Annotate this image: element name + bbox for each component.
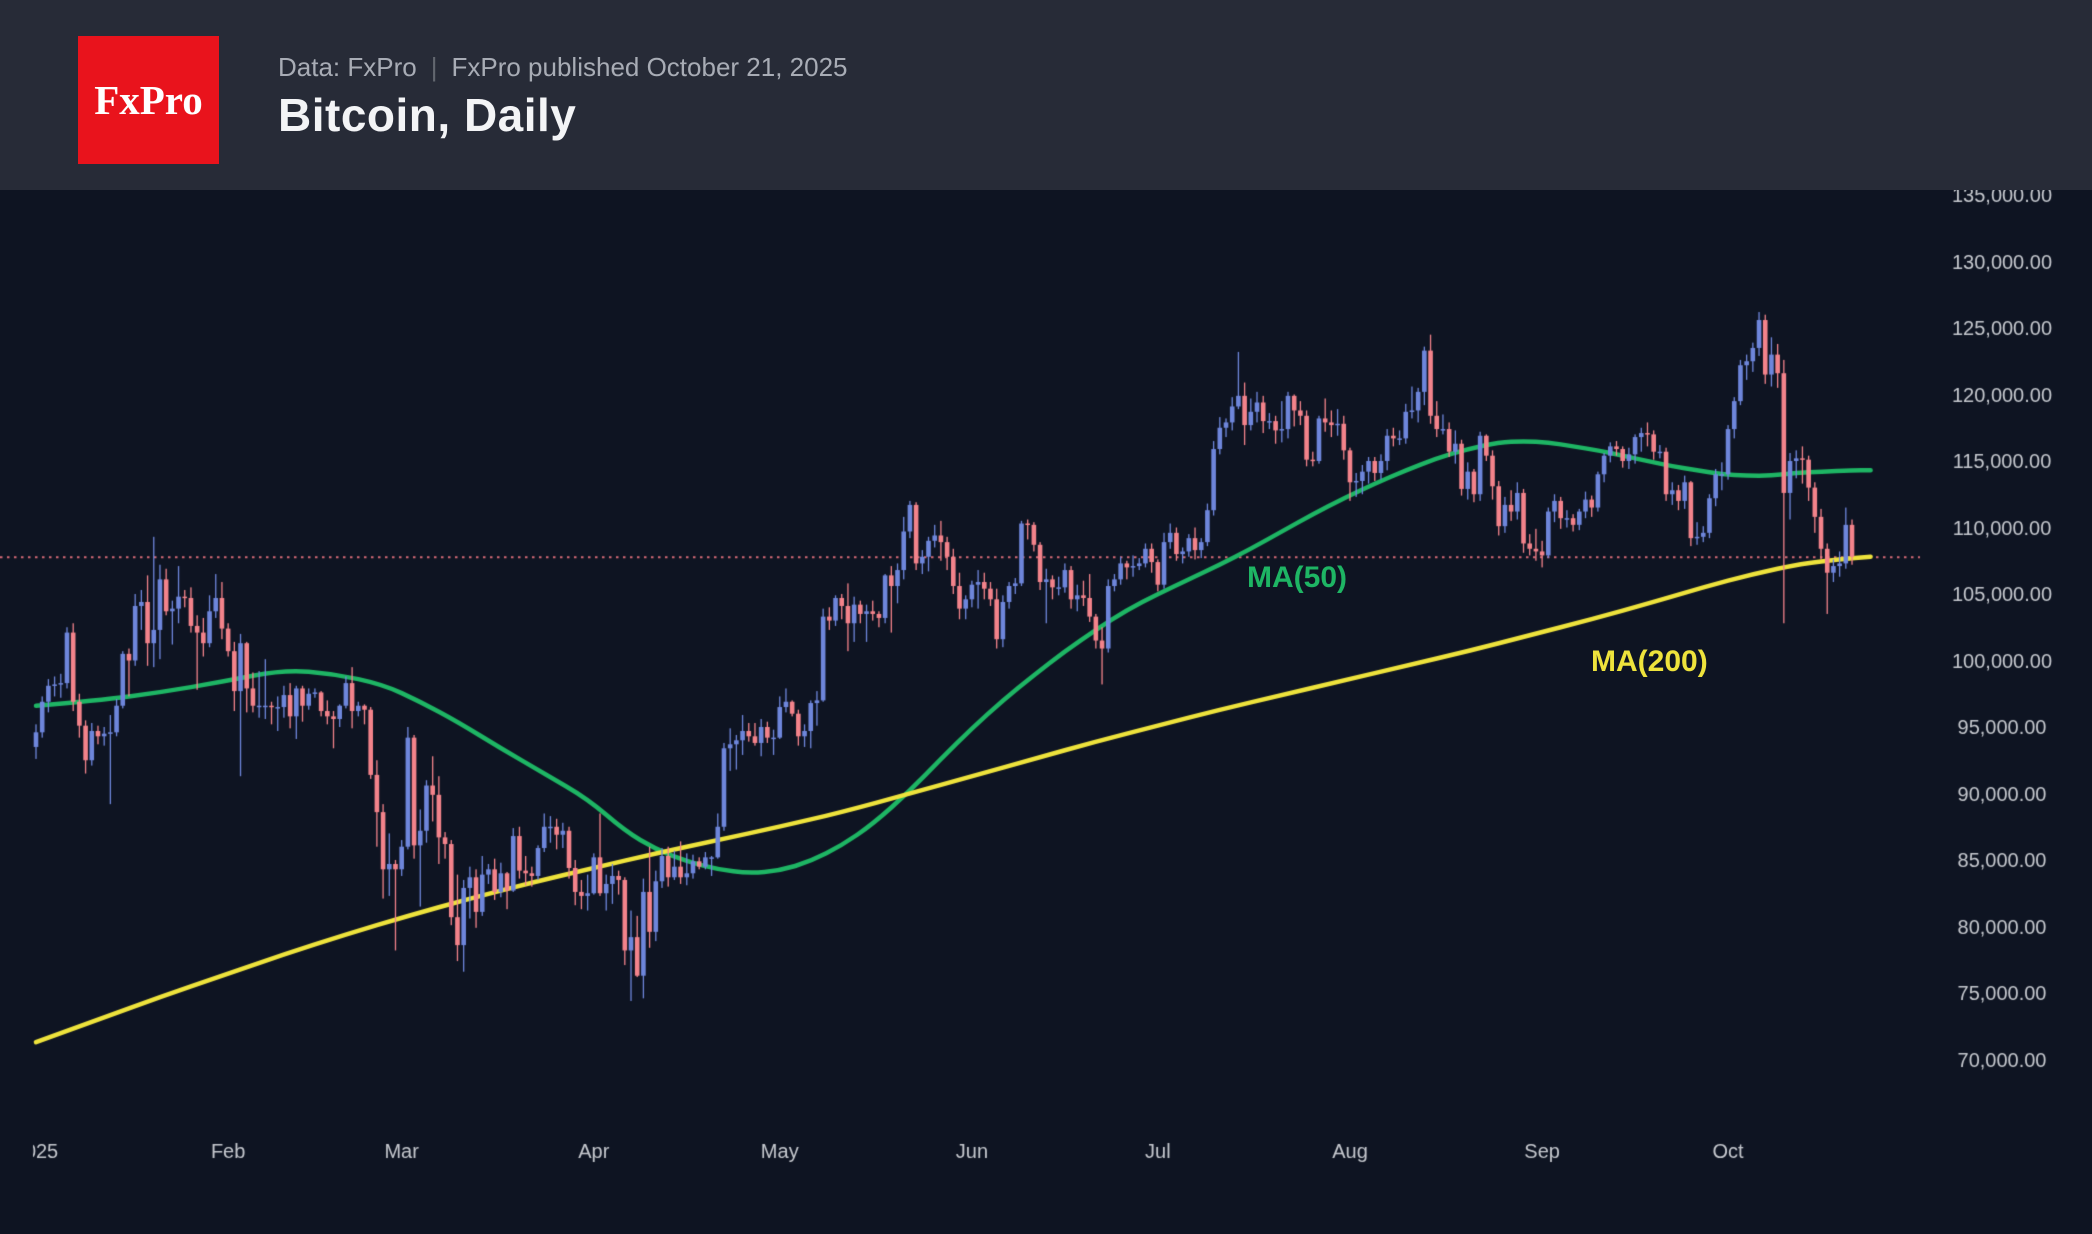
caption-source: Data: FxPro	[278, 52, 417, 82]
caption-separator: |	[430, 52, 438, 82]
data-source-caption: Data: FxPro | FxPro published October 21, …	[278, 52, 848, 83]
caption-published: FxPro published October 21, 2025	[451, 52, 848, 82]
header: FxPro Data: FxPro | FxPro published Octobe…	[0, 0, 2092, 190]
fxpro-logo: FxPro	[78, 36, 219, 164]
fxpro-logo-text: FxPro	[94, 77, 203, 123]
chart-title: Bitcoin, Daily	[278, 89, 577, 141]
ma200-label: MA(200)	[1591, 645, 1708, 678]
ma50-label: MA(50)	[1247, 561, 1348, 594]
